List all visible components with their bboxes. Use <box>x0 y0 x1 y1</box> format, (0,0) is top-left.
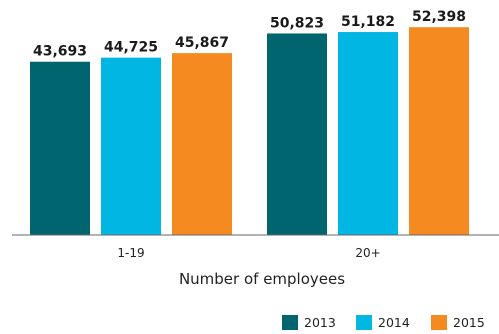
x-tick-label-1-19: 1-19 <box>117 246 144 260</box>
legend-label-2013: 2013 <box>304 315 336 330</box>
x-axis-title: Number of employees <box>179 270 345 288</box>
value-label-2014-1-19: 44,725 <box>104 40 158 56</box>
legend-swatch-2013 <box>282 315 298 330</box>
bar-2015-20+ <box>409 27 469 235</box>
value-labels-group: 43,693 44,725 45,867 50,823 51,182 52,398 <box>33 9 466 60</box>
bars-group <box>30 27 469 236</box>
x-tick-labels-group: 1-19 20+ <box>117 246 380 260</box>
value-label-2014-20+: 51,182 <box>341 14 395 30</box>
value-label-2013-20+: 50,823 <box>270 15 324 31</box>
legend-swatch-2015 <box>431 315 447 330</box>
x-tick-label-20+: 20+ <box>355 246 380 260</box>
legend: 2013 2014 2015 <box>282 315 485 330</box>
value-label-2015-1-19: 45,867 <box>175 35 229 51</box>
bar-2014-1-19 <box>101 57 161 235</box>
bar-2013-20+ <box>267 33 327 236</box>
legend-swatch-2014 <box>356 315 372 330</box>
bar-2013-1-19 <box>30 61 90 236</box>
legend-label-2015: 2015 <box>453 315 485 330</box>
bar-2014-20+ <box>338 32 398 235</box>
bar-2015-1-19 <box>172 53 232 236</box>
value-label-2013-1-19: 43,693 <box>33 44 87 60</box>
value-label-2015-20+: 52,398 <box>412 9 466 25</box>
legend-label-2014: 2014 <box>378 315 410 330</box>
